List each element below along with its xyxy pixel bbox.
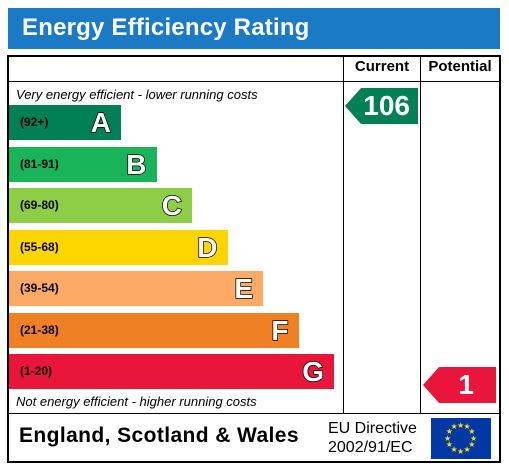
band-range: (92+): [20, 115, 49, 129]
directive-line-1: EU Directive: [328, 420, 417, 437]
rating-table: [7, 55, 501, 463]
flag-star-icon: ★: [444, 433, 452, 443]
potential-column-header: Potential: [428, 58, 492, 75]
flag-star-icon: ★: [470, 433, 478, 443]
band-letter: A: [90, 106, 112, 139]
eu-flag-icon: ★ ★ ★ ★ ★ ★ ★ ★ ★ ★ ★ ★: [431, 418, 491, 459]
band-e: (39-54) E: [9, 271, 263, 306]
band-range: (21-38): [20, 322, 59, 337]
header-divider: [9, 81, 499, 82]
flag-star-icon: ★: [468, 440, 476, 449]
band-f: (21-38) F: [9, 312, 299, 348]
band-range: (39-54): [20, 281, 59, 295]
bottom-caption: Not energy efficient - higher running co…: [16, 394, 257, 409]
eu-directive: EU Directive 2002/91/EC: [328, 419, 417, 457]
flag-star-icon: ★: [463, 444, 471, 454]
band-d: (55-68) D: [9, 229, 228, 265]
band-a: (92+) A: [9, 105, 121, 140]
flag-star-icon: ★: [457, 446, 465, 456]
band-letter: G: [301, 355, 324, 388]
band-g: (1-20) G: [9, 354, 334, 389]
flag-star-icon: ★: [463, 422, 471, 432]
title-banner: Energy Efficiency Rating: [8, 8, 500, 49]
band-range: (81-91): [20, 156, 59, 171]
current-rating-value: 106: [363, 90, 410, 121]
band-letter: D: [197, 231, 219, 264]
page-title: Energy Efficiency Rating: [22, 14, 310, 41]
band-c: (69-80) C: [9, 188, 192, 223]
flag-star-icon: ★: [445, 427, 453, 436]
flag-star-icon: ★: [468, 427, 476, 436]
region-label: England, Scotland & Wales: [19, 424, 299, 447]
potential-column-divider: [420, 57, 421, 414]
potential-rating-value: 1: [458, 369, 474, 400]
band-letter: E: [234, 272, 254, 305]
band-letter: B: [126, 148, 148, 181]
band-range: (69-80): [20, 198, 59, 212]
potential-arrow-shape: [423, 367, 496, 403]
top-caption: Very energy efficient - lower running co…: [16, 87, 258, 102]
band-letter: C: [161, 189, 183, 222]
potential-rating-arrow: 1: [423, 367, 496, 403]
band-b: (81-91) B: [9, 146, 157, 182]
band-letter: F: [271, 314, 290, 347]
current-column-divider: [343, 57, 344, 414]
flag-star-icon: ★: [450, 422, 458, 432]
band-range: (55-68): [20, 239, 59, 254]
flag-star-icon: ★: [450, 444, 458, 454]
flag-star-icon: ★: [457, 420, 465, 430]
current-column-header: Current: [354, 58, 410, 75]
band-range: (1-20): [20, 364, 53, 378]
current-arrow-shape: [345, 88, 418, 124]
flag-star-icon: ★: [445, 440, 453, 449]
current-rating-arrow: 106: [345, 88, 418, 124]
directive-line-2: 2002/91/EC: [328, 439, 413, 456]
footer-divider: [9, 413, 499, 414]
